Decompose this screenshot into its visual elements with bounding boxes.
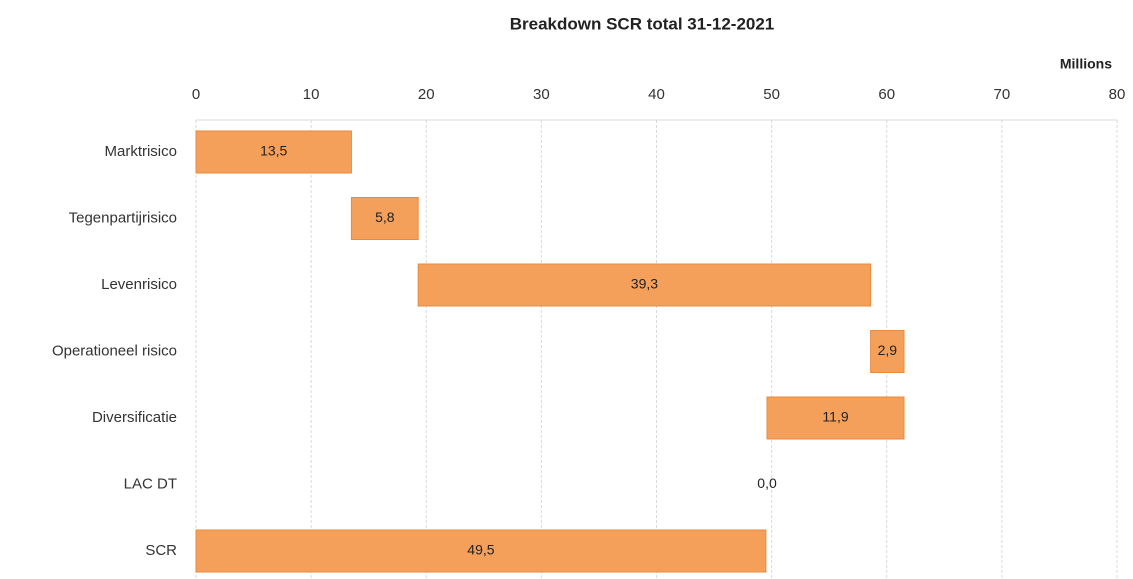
- value-label: 0,0: [757, 475, 777, 491]
- bar: [195, 130, 352, 174]
- bar: [195, 529, 767, 573]
- x-tick-label: 80: [1109, 86, 1126, 103]
- y-tick-label: LAC DT: [124, 475, 177, 492]
- x-tick-label: 30: [533, 86, 550, 103]
- x-tick-label: 10: [303, 86, 320, 103]
- y-tick-label: Levenrisico: [101, 276, 177, 293]
- x-tick-label: 0: [192, 86, 200, 103]
- unit-label: Millions: [1060, 56, 1112, 72]
- bar: [350, 197, 419, 240]
- bar: [417, 263, 872, 307]
- x-tick-label: 60: [878, 86, 895, 103]
- value-label: 11,9: [822, 409, 848, 425]
- y-tick-label: SCR: [145, 542, 177, 559]
- y-tick-label: Marktrisico: [104, 143, 177, 160]
- y-tick-label: Tegenpartijrisico: [69, 209, 177, 226]
- x-tick-label: 70: [994, 86, 1011, 103]
- value-label: 2,9: [878, 342, 898, 358]
- value-label: 39,3: [631, 276, 658, 292]
- value-label: 49,5: [467, 542, 494, 558]
- chart-title: Breakdown SCR total 31-12-2021: [510, 14, 775, 33]
- x-tick-label: 50: [763, 86, 780, 103]
- value-label: 13,5: [260, 143, 287, 159]
- x-tick-label: 20: [418, 86, 435, 103]
- y-tick-label: Operationeel risico: [52, 342, 177, 359]
- bar: [870, 330, 905, 373]
- y-tick-label: Diversificatie: [92, 409, 177, 426]
- bar: [766, 396, 905, 440]
- value-label: 5,8: [375, 209, 395, 225]
- x-tick-label: 40: [648, 86, 665, 103]
